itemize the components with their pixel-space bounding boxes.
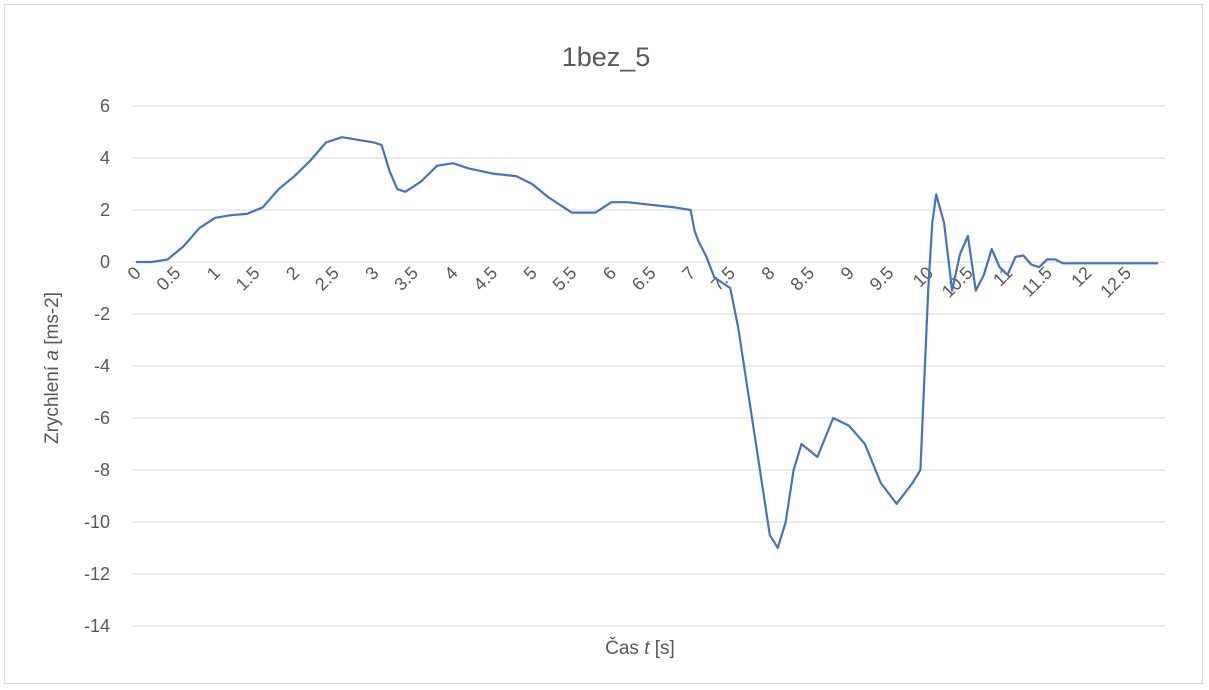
x-tick-label: 3.5 [390, 263, 422, 295]
y-tick-label: -4 [94, 356, 110, 376]
x-tick-label: 11.5 [1018, 263, 1056, 301]
series-layer [136, 136, 1159, 550]
y-tick-label: -12 [84, 564, 110, 584]
x-tick-label: 2.5 [311, 263, 343, 295]
x-tick-label: 8.5 [786, 263, 818, 295]
x-tick-label: 12 [1067, 263, 1095, 291]
x-tick-label: 4 [441, 263, 462, 284]
chart-frame [4, 4, 1203, 684]
x-tick-label: 6.5 [628, 263, 660, 295]
gridlines [132, 105, 1166, 627]
x-tick-label: 10 [909, 263, 937, 291]
y-tick-label: 6 [100, 96, 110, 116]
x-tick-label: 3 [361, 263, 382, 284]
x-tick-label: 8 [757, 263, 778, 284]
x-tick-label: 12.5 [1096, 263, 1135, 302]
series-line [136, 136, 1159, 550]
x-tick-label: 7.5 [707, 263, 739, 295]
y-tick-label: -6 [94, 408, 110, 428]
x-tick-label: 2 [282, 263, 303, 284]
y-tick-label: -8 [94, 460, 110, 480]
x-tick-label: 7 [678, 263, 699, 284]
y-tick-label: -2 [94, 304, 110, 324]
x-axis-label: Čas t [s] [605, 637, 675, 659]
chart-title: 1bez_5 [562, 42, 651, 72]
x-tick-label: 0 [124, 263, 145, 284]
y-tick-labels: -14 -12 -10 -8 -6 -4 -2 0 2 4 6 [84, 96, 110, 636]
y-tick-label: 0 [100, 252, 110, 272]
x-tick-label: 1.5 [232, 263, 264, 295]
x-tick-label: 9.5 [866, 263, 898, 295]
y-tick-label: -14 [84, 616, 110, 636]
x-tick-label: 4.5 [469, 263, 501, 295]
x-tick-label: 5 [520, 263, 541, 284]
x-tick-label: 9 [837, 263, 858, 284]
y-tick-label: -10 [84, 512, 110, 532]
x-tick-label: 1 [203, 263, 224, 284]
y-tick-label: 4 [100, 148, 110, 168]
x-tick-labels: 0 0.5 1 1.5 2 2.5 3 3.5 4 4.5 5 5.5 6 6.5 7 7.5 8 8.5 9 9.5… [124, 263, 1136, 302]
y-tick-label: 2 [100, 200, 110, 220]
x-tick-label: 5.5 [549, 263, 581, 295]
x-tick-label: 0.5 [153, 263, 185, 295]
x-tick-label: 6 [599, 263, 620, 284]
y-axis-label: Zrychlení a [ms-2] [42, 292, 63, 444]
